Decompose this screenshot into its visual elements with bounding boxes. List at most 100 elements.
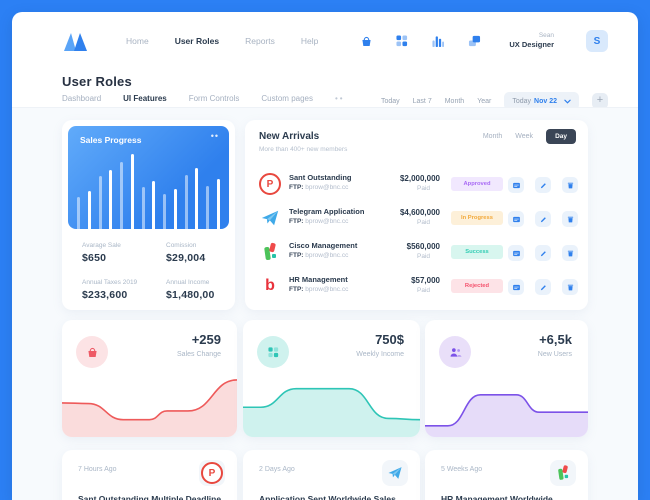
stat-value: $650 [82,252,107,264]
activity-title: HR Management Worldwide [441,494,553,500]
tabs-more-dots[interactable]: •• [335,94,345,103]
apps-grid-icon [257,336,289,368]
range-day[interactable]: Day [546,129,576,144]
stat-comission: Comission $29,004 [166,242,227,264]
edit-icon[interactable] [535,279,551,295]
sales-bar [206,186,210,229]
avatar[interactable]: S [586,30,608,52]
p-circle-logo: P [259,173,281,195]
activity-title: Sant Outstanding Multiple Deadline [78,494,221,500]
table-row[interactable]: P Sant Outstanding FTP: bprow@bnc.cc $2,… [255,168,578,202]
sales-progress-chart-panel: Sales Progress •• [68,126,229,229]
row-name: Cisco Management [289,241,358,250]
row-amount-note: Paid [416,253,430,260]
activity-card[interactable]: 7 Hours Ago P Sant Outstanding Multiple … [62,450,237,500]
activity-card[interactable]: 2 Days Ago Application Sent Worldwide Sa… [243,450,420,500]
row-ftp: FTP: bprow@bnc.cc [289,252,349,259]
stat-card-label: Sales Change [177,351,221,358]
stat-card-value: +259 [191,332,221,347]
sales-stats: Avarage Sale $650 Comission $29,004 Annu… [82,242,227,301]
app-window: Home User Roles Reports Help [12,12,638,500]
sales-bar [77,197,80,229]
delete-icon[interactable] [562,177,578,193]
date-filters: Today Last 7 Month Year Today Nov 22 + [381,92,608,110]
row-actions [508,211,578,227]
filter-last7[interactable]: Last 7 [412,97,432,105]
wallet-icon[interactable] [508,279,524,295]
nav-item-home[interactable]: Home [126,36,149,46]
sales-bar [152,181,156,229]
sales-bar [216,179,220,229]
sales-bar [98,176,102,229]
nav-item-reports[interactable]: Reports [245,36,275,46]
cisco-mark-logo [259,241,281,263]
sales-bar [184,175,188,229]
users-icon [439,336,471,368]
sales-bar [87,191,91,229]
date-pill-prefix: Today [512,97,532,105]
card-menu-dots-icon[interactable]: •• [210,131,219,141]
tab-custom-pages[interactable]: Custom pages [261,94,313,103]
wallet-icon[interactable] [508,177,524,193]
row-name: HR Management [289,275,348,284]
new-arrivals-title: New Arrivals [259,131,320,142]
nav-menu: Home User Roles Reports Help [126,36,318,46]
nav-actions: Sean UX Designer S [359,30,608,52]
filter-today[interactable]: Today [380,97,400,105]
sales-bar [173,189,177,229]
sales-bar [141,187,145,229]
telegram-plane-logo [259,207,281,229]
bar-chart-icon[interactable] [431,34,445,48]
new-arrivals-subtitle: More than 400+ new members [259,146,348,153]
wallet-icon[interactable] [508,211,524,227]
sales-bar [163,194,167,229]
edit-icon[interactable] [535,245,551,261]
range-month[interactable]: Month [482,133,503,140]
edit-icon[interactable] [535,177,551,193]
stat-value: $233,600 [82,289,128,301]
apps-grid-icon[interactable] [395,34,409,48]
add-button[interactable]: + [592,93,608,109]
activity-time: 2 Days Ago [259,466,295,473]
row-name: Telegram Application [289,207,365,216]
row-actions [508,177,578,193]
stat-label: Annual Income [166,279,210,286]
layers-icon[interactable] [467,34,481,48]
sales-progress-bars [77,147,220,229]
arrivals-list: P Sant Outstanding FTP: bprow@bnc.cc $2,… [255,168,578,304]
new-arrivals-card: New Arrivals More than 400+ new members … [245,120,588,310]
nav-item-user-roles[interactable]: User Roles [174,36,220,46]
table-row[interactable]: b HR Management FTP: bprow@bnc.cc $57,00… [255,270,578,304]
tab-form-controls[interactable]: Form Controls [188,94,240,103]
delete-icon[interactable] [562,245,578,261]
shopping-basket-icon[interactable] [359,34,373,48]
stat-label: Comission [166,242,197,249]
stat-card-value: 750$ [375,332,404,347]
stat-value: $1,480,00 [166,289,215,301]
b-letter-logo: b [265,277,275,294]
activity-time: 5 Weeks Ago [441,466,483,473]
range-week[interactable]: Week [515,133,534,140]
activity-title: Application Sent Worldwide Sales [259,494,396,500]
delete-icon[interactable] [562,211,578,227]
sales-change-card: +259 Sales Change [62,320,237,437]
chevron-down-icon [564,99,571,104]
stat-card-value: +6,5k [539,332,572,347]
row-ftp: FTP: bprow@bnc.cc [289,184,349,191]
table-row[interactable]: Cisco Management FTP: bprow@bnc.cc $560,… [255,236,578,270]
date-picker-dropdown[interactable]: Today Nov 22 [504,92,579,110]
filter-year[interactable]: Year [477,97,492,105]
table-row[interactable]: Telegram Application FTP: bprow@bnc.cc $… [255,202,578,236]
filter-month[interactable]: Month [444,97,465,105]
tab-dashboard[interactable]: Dashboard [62,94,102,103]
row-amount: $2,000,000 [399,174,440,183]
activity-card[interactable]: 5 Weeks Ago HR Management Worldwide [425,450,588,500]
user-info[interactable]: Sean UX Designer [509,32,554,50]
nav-item-help[interactable]: Help [300,36,319,46]
row-actions [508,279,578,295]
wallet-icon[interactable] [508,245,524,261]
delete-icon[interactable] [562,279,578,295]
edit-icon[interactable] [535,211,551,227]
row-amount: $4,600,000 [399,208,440,217]
